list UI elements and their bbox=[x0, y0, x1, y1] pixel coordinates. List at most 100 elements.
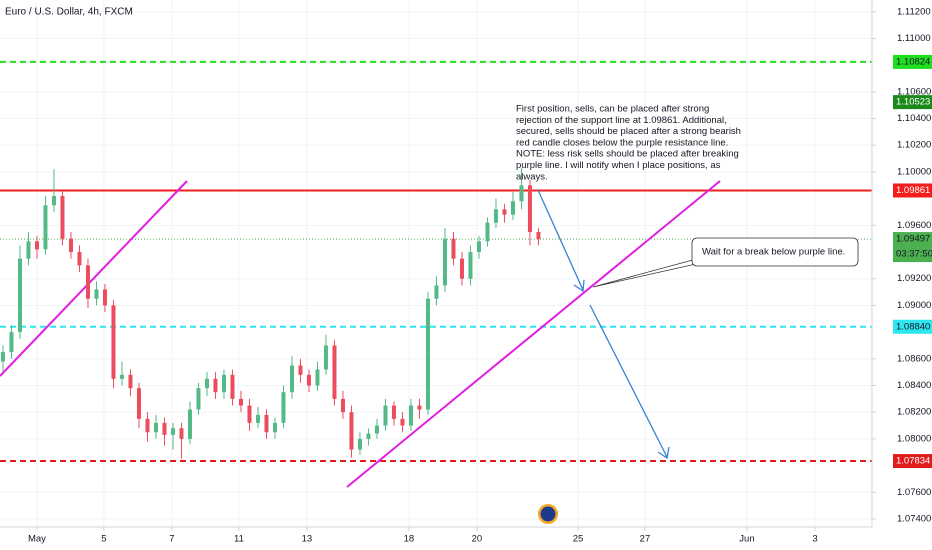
candle-body bbox=[451, 238, 456, 259]
note-line: NOTE: less risk sells should be placed a… bbox=[516, 149, 739, 160]
candle-body bbox=[510, 201, 515, 215]
candle-body bbox=[357, 438, 362, 450]
candle-body bbox=[442, 238, 447, 286]
candle-body bbox=[204, 378, 209, 389]
callout-pointer bbox=[592, 257, 706, 288]
candle-body bbox=[196, 388, 201, 410]
x-tick-label: 18 bbox=[404, 534, 415, 545]
price-tag-label: 1.10523 bbox=[896, 97, 930, 108]
y-tick-label: 1.09600 bbox=[897, 220, 931, 231]
candle-body bbox=[170, 428, 175, 435]
chart-title: Euro / U.S. Dollar, 4h, FXCM bbox=[5, 7, 133, 18]
candle-body bbox=[374, 425, 379, 434]
candle-body bbox=[493, 209, 498, 223]
note-line: First position, sells, can be placed aft… bbox=[516, 104, 709, 115]
candle-body bbox=[536, 231, 541, 240]
callout-box bbox=[691, 237, 859, 267]
trend-line bbox=[346, 180, 721, 488]
candle-body bbox=[136, 388, 141, 419]
candle-body bbox=[94, 289, 99, 299]
candle-body bbox=[349, 412, 354, 450]
candle-body bbox=[60, 195, 65, 239]
candle-body bbox=[153, 422, 158, 433]
price-tag bbox=[893, 95, 932, 110]
y-tick-label: 1.09000 bbox=[897, 300, 931, 311]
countdown: 03:37:50 bbox=[896, 249, 932, 260]
candle-body bbox=[383, 405, 388, 426]
price-tag bbox=[893, 232, 932, 263]
y-tick-label: 1.07400 bbox=[897, 514, 931, 525]
candle-body bbox=[425, 298, 430, 410]
candle-body bbox=[434, 285, 439, 299]
candle-body bbox=[43, 205, 48, 250]
candle-body bbox=[519, 185, 524, 202]
candle-body bbox=[272, 422, 277, 433]
candle-body bbox=[221, 374, 226, 393]
candle-body bbox=[51, 195, 56, 206]
y-tick-label: 1.11000 bbox=[897, 33, 931, 44]
x-tick-label: Jun bbox=[739, 534, 754, 545]
candle-body bbox=[323, 345, 328, 370]
candle-body bbox=[230, 374, 235, 399]
x-tick-label: 20 bbox=[472, 534, 483, 545]
x-tick-label: 27 bbox=[640, 534, 651, 545]
note-line: red candle closes below the purple resis… bbox=[516, 137, 728, 148]
candle-body bbox=[527, 185, 532, 232]
candle-body bbox=[400, 418, 405, 426]
x-tick-label: 7 bbox=[169, 534, 174, 545]
candle-body bbox=[145, 418, 150, 433]
price-tag-label: 1.07834 bbox=[896, 456, 930, 467]
x-tick-label: 5 bbox=[101, 534, 106, 545]
candle-body bbox=[26, 241, 31, 259]
trend-line bbox=[0, 180, 188, 377]
candle-body bbox=[238, 398, 243, 406]
y-tick-label: 1.10000 bbox=[897, 166, 931, 177]
callout: Wait for a break below purple line. bbox=[592, 237, 859, 288]
candle-body bbox=[17, 258, 22, 333]
candle-body bbox=[0, 352, 5, 362]
candle-body bbox=[111, 305, 116, 379]
axes: 1.11200 1.11000 1.10600 1.10400 1.10200 1.100… bbox=[28, 6, 932, 545]
price-tag-label: 1.10824 bbox=[896, 56, 930, 67]
candle-body bbox=[77, 252, 82, 266]
candle-body bbox=[417, 405, 422, 410]
note-line: always. bbox=[516, 171, 548, 182]
candle-body bbox=[119, 374, 124, 379]
y-tick-label: 1.08600 bbox=[897, 353, 931, 364]
logo-inner bbox=[540, 506, 556, 522]
callout-text: Wait for a break below purple line. bbox=[702, 247, 845, 258]
price-tag bbox=[893, 183, 932, 198]
candle-body bbox=[391, 405, 396, 419]
candle-body bbox=[298, 365, 303, 375]
y-tick-label: 1.10600 bbox=[897, 86, 931, 97]
candle-body bbox=[459, 258, 464, 279]
candle-body bbox=[332, 345, 337, 399]
candle-body bbox=[408, 405, 413, 426]
candle-body bbox=[9, 332, 14, 353]
candle-body bbox=[68, 238, 73, 253]
note-line: rejection of the support line at 1.09861… bbox=[516, 115, 727, 126]
candle-body bbox=[128, 374, 133, 389]
price-tag bbox=[893, 54, 932, 69]
candle-body bbox=[340, 398, 345, 413]
candle-body bbox=[476, 241, 481, 253]
candle-body bbox=[34, 241, 39, 250]
price-tag bbox=[893, 454, 932, 469]
candle-body bbox=[289, 365, 294, 393]
candle-body bbox=[162, 422, 167, 435]
x-tick-label: 11 bbox=[234, 534, 244, 545]
candle-body bbox=[187, 409, 192, 439]
candle-body bbox=[85, 265, 90, 299]
candle-body bbox=[255, 414, 260, 423]
arrows bbox=[537, 189, 670, 460]
y-tick-label: 1.07600 bbox=[897, 487, 931, 498]
candle-body bbox=[102, 289, 107, 306]
y-tick-label: 1.08400 bbox=[897, 380, 931, 391]
note-line: purple line. I will notify when I place … bbox=[516, 160, 721, 171]
y-tick-label: 1.11200 bbox=[897, 6, 931, 17]
arrow-head bbox=[573, 279, 585, 293]
x-tick-label: 25 bbox=[573, 534, 584, 545]
arrow bbox=[537, 189, 584, 291]
